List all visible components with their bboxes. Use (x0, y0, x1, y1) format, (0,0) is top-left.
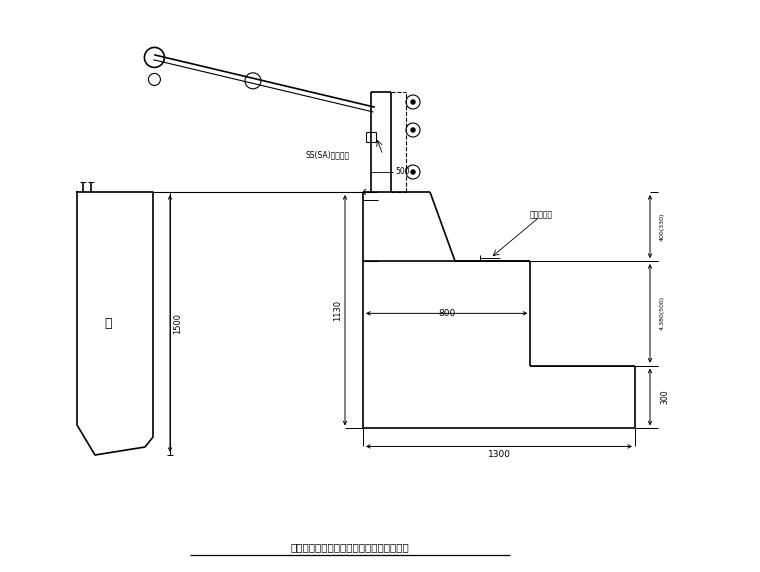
Text: 500: 500 (395, 168, 410, 177)
Text: 1130: 1130 (333, 300, 342, 321)
Circle shape (410, 100, 416, 105)
Text: 1300: 1300 (487, 450, 511, 459)
Text: SS(SA)级防撞栏: SS(SA)级防撞栏 (305, 150, 349, 160)
Text: 1500: 1500 (173, 313, 182, 334)
Text: 400(330): 400(330) (660, 212, 665, 241)
Circle shape (410, 169, 416, 174)
Text: 车行道标高: 车行道标高 (530, 210, 553, 219)
Text: 4.380(500): 4.380(500) (660, 296, 665, 331)
Text: 拦: 拦 (104, 317, 112, 330)
Text: 300: 300 (660, 390, 669, 404)
Text: 拦墙上为人行道栏杆和防撞栏杆结构示意图: 拦墙上为人行道栏杆和防撞栏杆结构示意图 (290, 542, 410, 552)
Circle shape (410, 128, 416, 133)
Text: 800: 800 (438, 309, 455, 318)
